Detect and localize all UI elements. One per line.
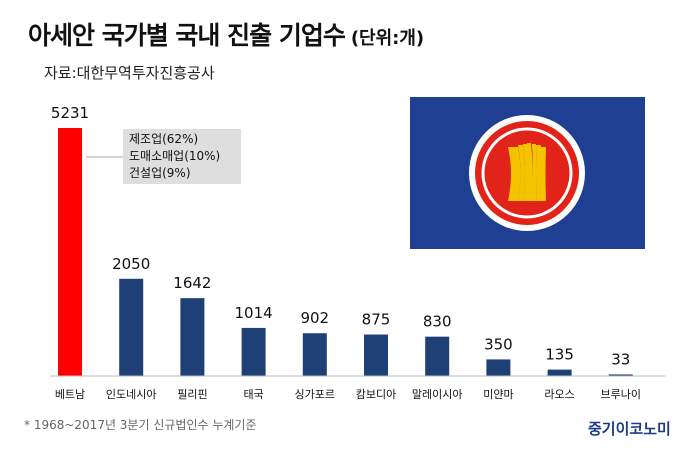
bar: [302, 333, 327, 376]
industry-breakdown-box: 제조업(62%) 도매소매업(10%) 건설업(9%): [123, 129, 241, 184]
rice-stalks-icon: [508, 143, 546, 201]
category-label: 라오스: [544, 388, 574, 401]
bar: [119, 278, 144, 376]
unit-label: (단위:개): [350, 28, 425, 49]
category-label: 말레이시아: [412, 388, 463, 401]
bar: [608, 374, 633, 376]
value-label: 5231: [51, 104, 89, 122]
value-label: 135: [545, 346, 574, 364]
bar: [425, 336, 450, 376]
value-label: 1014: [235, 304, 273, 322]
category-label: 태국: [243, 388, 263, 401]
value-label: 830: [423, 313, 452, 331]
annotation-line: 도매소매업(10%): [129, 149, 221, 163]
bar: [241, 327, 266, 376]
bar: [58, 128, 82, 376]
bar: [486, 359, 511, 376]
value-label: 350: [484, 335, 513, 353]
footnote: * 1968~2017년 3분기 신규법인수 누계기준: [24, 418, 257, 432]
value-label: 33: [611, 350, 630, 368]
value-label: 1642: [173, 274, 211, 292]
annotation-line: 제조업(62%): [129, 132, 199, 146]
category-label: 베트남: [55, 388, 85, 401]
asean-flag: [410, 97, 645, 249]
title-text: 아세안 국가별 국내 진출 기업수: [28, 21, 346, 50]
bar: [547, 369, 572, 376]
annotation-line: 건설업(9%): [129, 166, 191, 180]
category-label: 미얀마: [483, 387, 513, 401]
category-label: 싱가포르: [295, 388, 335, 401]
category-label: 브루나이: [601, 388, 641, 401]
brand-logo: 중기이코노미: [588, 420, 671, 438]
bar: [364, 334, 388, 376]
asean-emblem-icon: [469, 115, 585, 231]
source-label: 자료:대한무역투자진흥공사: [44, 64, 215, 82]
chart-title: 아세안 국가별 국내 진출 기업수 (단위:개): [28, 16, 424, 52]
value-label: 2050: [112, 255, 150, 273]
value-label: 902: [300, 309, 329, 327]
category-label: 인도네시아: [106, 388, 157, 401]
value-label: 875: [362, 311, 391, 329]
flag-inner-ring: [481, 127, 573, 219]
bar: [180, 298, 205, 376]
category-label: 필리핀: [177, 388, 207, 401]
category-label: 캄보디아: [356, 388, 396, 401]
